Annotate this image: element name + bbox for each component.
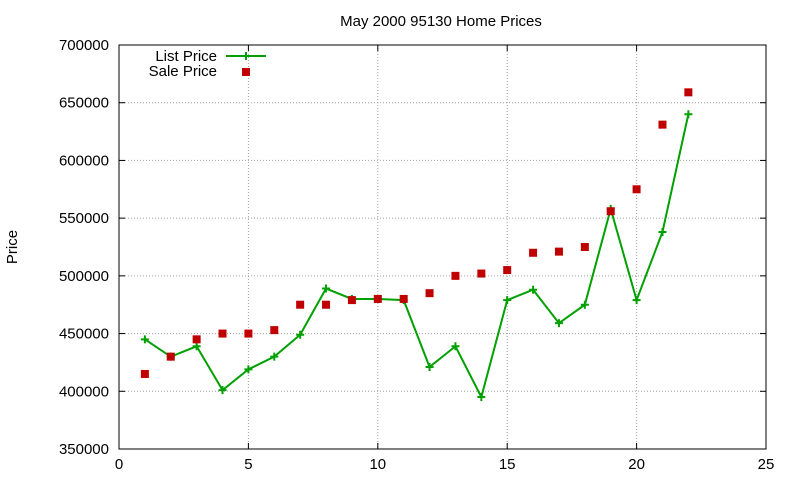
sale-price-point [166,352,175,361]
y-tick-label: 350000 [59,441,109,458]
list-price-point [140,335,149,344]
sale-price-point [270,326,279,335]
sale-price-point [606,207,615,216]
axis-ticks: 0 5 10 15 20 25 350000 400000 450000 500000 550000… [59,37,774,473]
sale-price-point [218,329,227,338]
sale-price-point [580,243,589,251]
list-price-point [296,330,305,339]
list-price-line [144,114,690,400]
sale-price-point [347,296,356,305]
y-tick-label: 400000 [59,383,109,400]
list-price-point [451,342,460,351]
sale-price-point [529,248,538,257]
list-price-point [192,342,201,351]
grid [119,45,766,449]
x-tick-label: 15 [499,456,516,473]
sale-price-point [296,300,305,309]
sale-price-point [322,300,331,309]
list-price-point [632,296,641,305]
sale-price-point [632,185,641,194]
y-axis-label: Price [4,230,21,264]
y-tick-label: 600000 [59,152,109,169]
legend-label-sale-price: Sale Price [149,63,217,80]
list-price-point [425,363,434,372]
x-tick-label: 0 [115,456,123,473]
list-price-point [322,284,331,293]
y-tick-label: 700000 [59,37,109,54]
list-price-point [684,110,693,119]
series-layer [140,88,693,402]
plot-border [118,44,767,450]
sale-price-point [684,88,693,97]
sale-price-point [658,120,667,129]
legend-marker-sale-price [242,68,250,76]
x-tick-label: 25 [758,456,775,473]
list-price-point [658,227,667,236]
y-tick-label: 450000 [59,326,109,343]
list-price-point [270,352,279,361]
list-price-point [554,319,563,328]
chart-title: May 2000 95130 Home Prices [340,13,542,30]
x-tick-label: 20 [628,456,645,473]
sale-price-point [192,335,201,344]
y-tick-label: 500000 [59,268,109,285]
sale-price-point [399,294,408,303]
sale-price-point [373,294,382,303]
sale-price-point [244,329,253,338]
sale-price-point [503,266,512,275]
sale-price-point [451,271,460,280]
sale-price-point [140,369,149,378]
list-price-point [477,393,486,402]
legend-label-list-price: List Price [155,48,217,65]
list-price-point [580,300,589,309]
list-price-point [529,285,538,294]
legend-marker-list-price [242,52,250,60]
sale-price-point [477,269,486,278]
x-tick-label: 10 [369,456,386,473]
x-tick-label: 5 [244,456,252,473]
list-price-point [244,365,253,374]
y-tick-label: 550000 [59,210,109,227]
sale-price-point [554,247,563,256]
list-price-point [503,296,512,305]
sale-price-point [425,289,434,298]
legend: List Price Sale Price [149,48,266,80]
list-price-point [218,386,227,395]
y-tick-label: 650000 [59,95,109,112]
